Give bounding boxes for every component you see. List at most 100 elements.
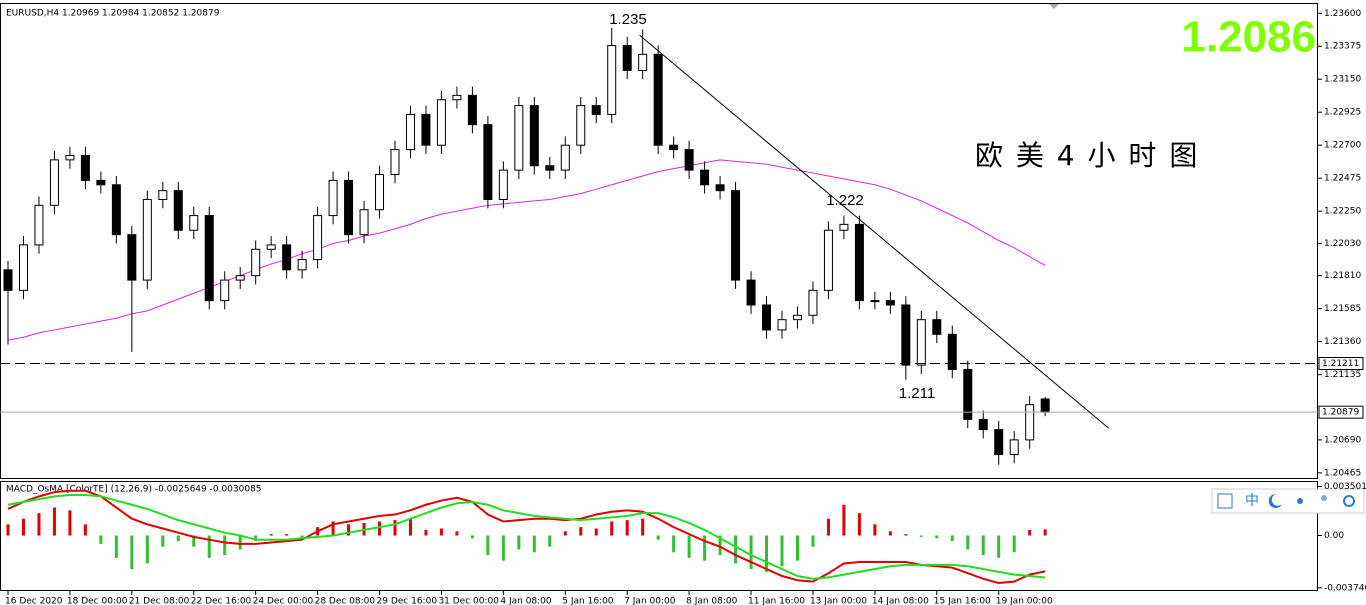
x-tick-label: 14 Jan 08:00 <box>872 597 929 605</box>
osma-bar <box>161 535 165 547</box>
price-line-label: 1.21211 <box>1322 359 1359 369</box>
osma-bar <box>857 513 861 536</box>
osma-bar <box>439 528 443 536</box>
x-tick-label: 21 Dec 08:00 <box>129 597 190 605</box>
y-tick-label: 1.22250 <box>1324 207 1361 217</box>
indicator-title: MACD_OsMA [ColorTE] (12,26,9) -0.0025649… <box>6 485 262 495</box>
annotation: 1.235 <box>609 11 647 28</box>
osma-bar <box>548 535 552 547</box>
osma-bar <box>1028 529 1032 536</box>
osma-bar <box>21 518 25 536</box>
price-line-box <box>1318 405 1364 419</box>
candle-body <box>978 418 988 431</box>
toolbar-lang[interactable]: 中 <box>1245 493 1259 509</box>
candle-body <box>653 53 663 146</box>
candle-body <box>189 215 199 231</box>
osma-bar <box>285 534 289 536</box>
osma-bar <box>501 535 505 561</box>
osma-bar <box>347 524 351 536</box>
candle-body <box>1040 398 1050 413</box>
y-tick-label: 1.22700 <box>1324 141 1361 151</box>
toolbar-icon[interactable] <box>1217 493 1233 509</box>
candle-body <box>80 154 90 181</box>
x-tick-label: 7 Jan 00:00 <box>624 597 676 605</box>
osma-bar <box>455 531 459 536</box>
y-tick-label: 1.21360 <box>1324 337 1361 347</box>
price-label: 1.2086 <box>1181 13 1316 62</box>
toolbar: 中 <box>1211 488 1365 514</box>
candle-body <box>65 154 75 161</box>
osma-bar <box>641 518 645 536</box>
candle-body <box>498 169 508 200</box>
candle-body <box>18 244 28 291</box>
candle-body <box>34 204 44 246</box>
candle-body <box>266 244 276 250</box>
osma-bar <box>99 535 103 544</box>
x-tick-label: 16 Dec 2020 <box>5 597 63 605</box>
x-tick-label: 31 Dec 00:00 <box>438 597 499 605</box>
y-tick-label: 1.23375 <box>1324 42 1361 52</box>
candle-body <box>49 159 59 206</box>
candle-body <box>746 279 756 306</box>
osma-bar <box>795 535 799 561</box>
y-tick-label: 1.23150 <box>1324 75 1361 85</box>
x-tick-label: 5 Jan 16:00 <box>562 597 614 605</box>
candle-body <box>870 300 880 303</box>
x-tick-label: 29 Dec 16:00 <box>377 597 438 605</box>
osma-bar <box>734 535 738 564</box>
macd-line <box>7 493 1046 580</box>
osma-bar <box>966 535 970 550</box>
x-tick-label: 15 Jan 16:00 <box>934 597 991 605</box>
x-tick-label: 13 Jan 00:00 <box>810 597 867 605</box>
candle-body <box>731 190 741 281</box>
annotation: 1.211 <box>899 385 935 402</box>
candle-body <box>669 144 679 151</box>
osma-bar <box>424 529 428 536</box>
candle-body <box>344 179 354 236</box>
y-tick-label: 1.20465 <box>1324 468 1361 478</box>
osma-bar <box>749 535 753 570</box>
watermark: 欧 美 4 小 时 图 <box>975 139 1199 172</box>
candle-body <box>282 244 292 271</box>
toolbar-icon[interactable] <box>1321 495 1327 501</box>
candle-body <box>328 179 338 217</box>
candle-body <box>700 169 710 186</box>
osma-bar <box>393 520 397 536</box>
candle-body <box>576 105 586 146</box>
osma-bar <box>331 521 335 536</box>
candle-body <box>545 165 555 171</box>
osma-bar <box>904 534 908 536</box>
trendline <box>639 34 1109 429</box>
osma-bar <box>130 535 134 570</box>
candle-body <box>777 319 787 331</box>
x-tick-label: 4 Jan 08:00 <box>500 597 552 605</box>
osma-bar <box>919 535 923 537</box>
candle-body <box>622 45 632 71</box>
osma-bar <box>223 535 227 556</box>
candle-body <box>3 269 13 291</box>
candle-body <box>142 198 152 281</box>
candle-body <box>452 94 462 101</box>
osma-bar <box>470 535 474 539</box>
osma-bar <box>238 535 242 550</box>
moving-average <box>7 159 1046 341</box>
candle-body <box>638 53 648 71</box>
candle-body <box>994 429 1004 456</box>
osma-bar <box>703 535 707 561</box>
chart-title: EURUSD,H4 1.20969 1.20984 1.20852 1.2087… <box>6 9 220 19</box>
osma-bar <box>254 535 258 542</box>
osma-bar <box>780 535 784 567</box>
toolbar-icon[interactable] <box>1343 495 1355 507</box>
osma-bar <box>1012 535 1016 553</box>
toolbar-icon[interactable] <box>1268 493 1282 508</box>
candle-body <box>932 319 942 335</box>
candle-body <box>483 124 493 200</box>
candle-body <box>220 279 230 302</box>
toolbar-icon[interactable] <box>1297 498 1303 504</box>
candle-body <box>901 304 911 366</box>
osma-bar <box>888 531 892 536</box>
candle-body <box>947 333 957 371</box>
candle-body <box>467 94 477 126</box>
price-line-box <box>1318 357 1364 371</box>
osma-bar <box>842 504 846 536</box>
